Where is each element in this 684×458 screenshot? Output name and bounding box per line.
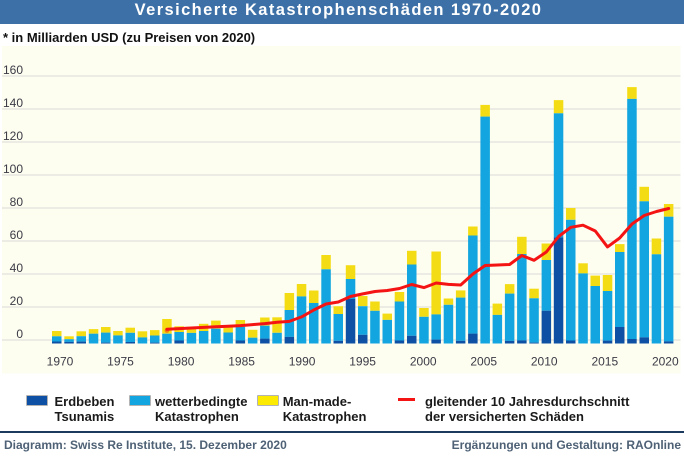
svg-text:160: 160 <box>3 63 23 77</box>
svg-text:2005: 2005 <box>470 355 497 369</box>
svg-text:1985: 1985 <box>228 355 255 369</box>
svg-text:1970: 1970 <box>47 355 74 369</box>
svg-text:0: 0 <box>16 327 23 341</box>
svg-text:2000: 2000 <box>410 355 437 369</box>
svg-text:1995: 1995 <box>349 355 376 369</box>
svg-text:100: 100 <box>3 162 23 176</box>
svg-text:1980: 1980 <box>168 355 195 369</box>
svg-text:2010: 2010 <box>531 355 558 369</box>
svg-text:40: 40 <box>10 261 24 275</box>
svg-text:2015: 2015 <box>591 355 618 369</box>
svg-text:2020: 2020 <box>652 355 679 369</box>
svg-text:120: 120 <box>3 129 23 143</box>
svg-text:60: 60 <box>10 228 24 242</box>
svg-text:1975: 1975 <box>107 355 134 369</box>
svg-text:1990: 1990 <box>289 355 316 369</box>
svg-text:20: 20 <box>10 294 24 308</box>
svg-text:140: 140 <box>3 96 23 110</box>
svg-text:80: 80 <box>10 195 24 209</box>
